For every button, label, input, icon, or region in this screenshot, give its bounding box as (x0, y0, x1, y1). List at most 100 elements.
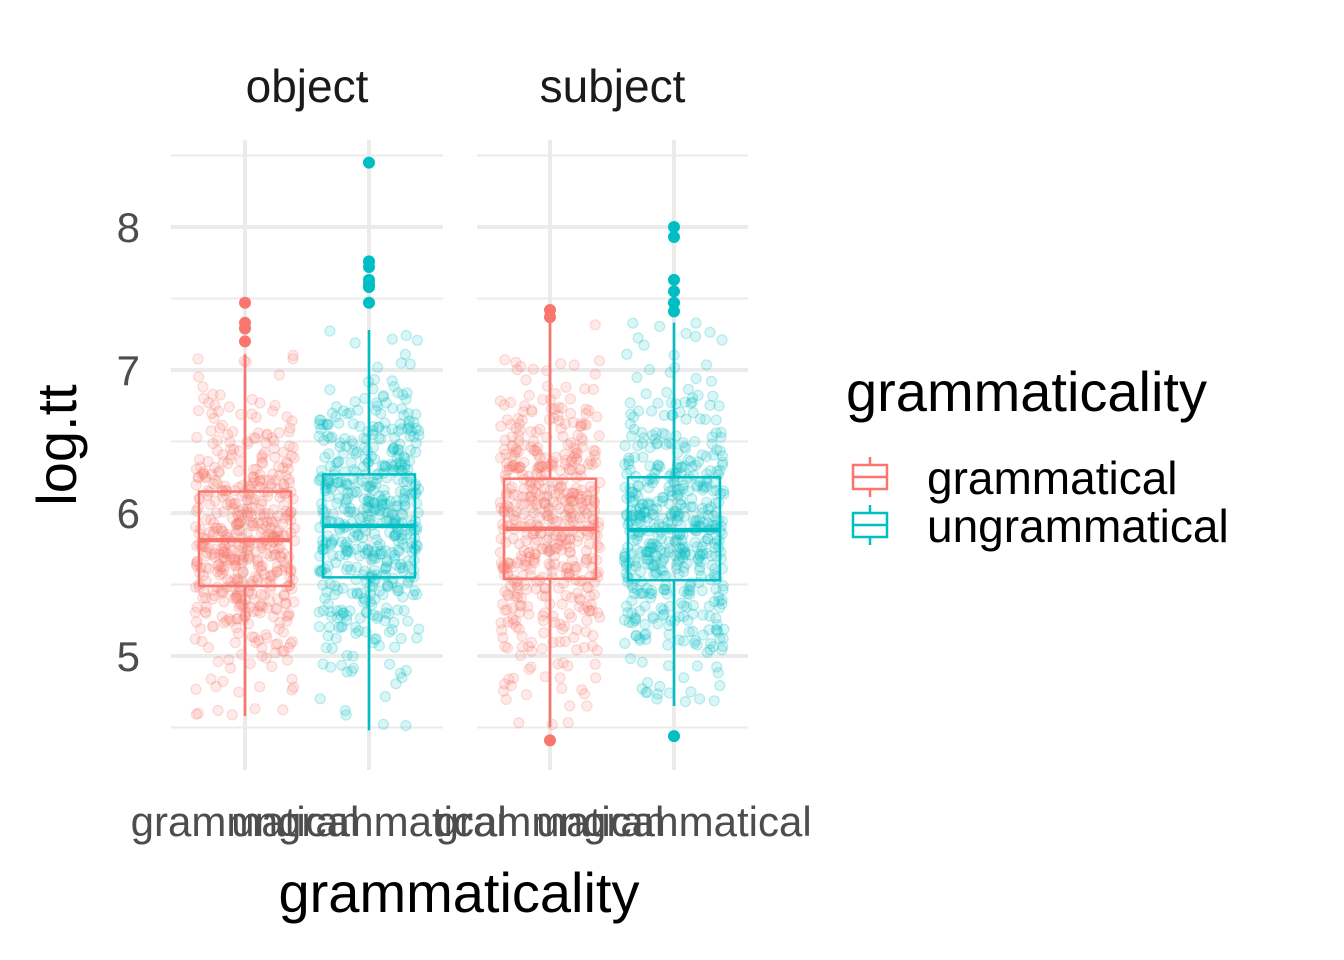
jitter-point (501, 604, 513, 616)
jitter-point (256, 560, 268, 572)
jitter-point (677, 600, 690, 612)
jitter-point (645, 558, 657, 571)
jitter-point (624, 464, 637, 476)
jitter-point (520, 374, 532, 386)
jitter-point (562, 660, 574, 672)
jitter-point (211, 477, 223, 489)
jitter-point (374, 505, 386, 517)
jitter-point (532, 461, 545, 473)
jitter-point (553, 415, 565, 427)
jitter-point (671, 510, 683, 522)
jitter-point (387, 460, 399, 473)
jitter-point (247, 517, 259, 529)
jitter-point (229, 559, 241, 572)
jitter-point (621, 348, 633, 360)
jitter-point (200, 514, 212, 526)
jitter-point (226, 449, 238, 461)
jitter-point (278, 446, 290, 458)
jitter-point (378, 459, 390, 471)
jitter-point (229, 556, 241, 568)
jitter-point (253, 503, 265, 515)
jitter-point (286, 684, 298, 696)
jitter-point (361, 510, 374, 522)
jitter-point (223, 654, 235, 666)
jitter-point (229, 573, 241, 586)
jitter-point (224, 436, 236, 448)
jitter-point (578, 603, 590, 616)
jitter-point (528, 444, 541, 456)
jitter-point (560, 381, 572, 393)
jitter-point (690, 514, 703, 527)
jitter-point (555, 544, 568, 556)
jitter-point (498, 443, 510, 456)
jitter-point (680, 413, 692, 425)
jitter-point (536, 461, 548, 473)
jitter-point (363, 495, 375, 507)
jitter-point (351, 486, 363, 498)
jitter-point (359, 547, 371, 560)
jitter-point (371, 400, 384, 412)
jitter-point (317, 579, 329, 591)
jitter-point (647, 612, 660, 624)
jitter-point (509, 614, 522, 627)
jitter-point (337, 582, 349, 594)
jitter-point (341, 408, 353, 420)
jitter-point (503, 460, 516, 473)
jitter-point (713, 602, 726, 614)
jitter-point (225, 498, 237, 510)
jitter-point (554, 534, 566, 546)
jitter-point (258, 511, 270, 523)
jitter-point (391, 500, 404, 512)
jitter-point (526, 483, 539, 495)
jitter-point (388, 381, 400, 393)
jitter-point (379, 499, 391, 511)
jitter-point (663, 498, 676, 510)
jitter-point (508, 513, 520, 526)
jitter-point (635, 510, 647, 523)
jitter-point (274, 616, 286, 629)
jitter-point (634, 515, 647, 528)
jitter-point (657, 554, 669, 566)
jitter-point (226, 709, 238, 721)
jitter-point (247, 477, 259, 489)
jitter-point (198, 392, 210, 404)
jitter-point (382, 578, 394, 591)
jitter-point (200, 601, 212, 613)
jitter-point (646, 429, 658, 441)
jitter-point (333, 621, 345, 633)
jitter-point (631, 543, 643, 556)
jitter-point (235, 549, 247, 561)
jitter-point (523, 389, 535, 401)
jitter-point (269, 647, 281, 659)
jitter-point (212, 405, 225, 417)
jitter-point (256, 452, 268, 464)
jitter-point (546, 565, 558, 578)
jitter-point (568, 631, 580, 644)
jitter-point (526, 490, 538, 502)
jitter-point (265, 515, 278, 527)
jitter-point (224, 453, 236, 465)
jitter-point (565, 611, 578, 623)
jitter-point (371, 612, 383, 625)
legend-title: grammaticality (846, 360, 1207, 423)
jitter-point (679, 396, 691, 408)
jitter-point (700, 359, 713, 371)
jitter-point (705, 550, 717, 562)
jitter-point (649, 433, 661, 445)
jitter-point (654, 320, 666, 332)
jitter-point (539, 498, 552, 510)
jitter-point (511, 364, 523, 376)
jitter-point (267, 468, 279, 480)
jitter-point (630, 630, 643, 642)
jitter-point (231, 508, 243, 520)
jitter-point (696, 585, 708, 597)
jitter-point (644, 442, 656, 454)
jitter-point (241, 506, 253, 518)
jitter-point (369, 633, 381, 645)
jitter-point (192, 707, 204, 720)
jitter-point (524, 563, 537, 575)
jitter-point (568, 560, 581, 573)
jitter-point (348, 506, 360, 518)
jitter-point (516, 414, 528, 426)
jitter-point (381, 602, 393, 614)
